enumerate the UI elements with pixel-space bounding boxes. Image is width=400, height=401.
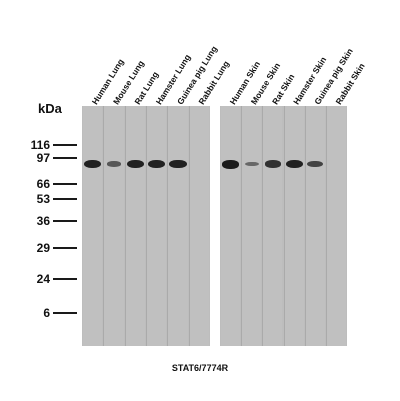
gel-panel-lung <box>82 106 210 346</box>
lane-rat-lung <box>125 106 145 346</box>
band-human-lung <box>84 159 102 169</box>
lane-guinea-pig-lung <box>168 106 188 346</box>
band-guinea-pig-lung <box>169 159 187 169</box>
marker-label-116: 116 <box>30 138 50 152</box>
lane-hamster-skin <box>284 106 304 346</box>
marker-tick-66 <box>53 183 77 185</box>
lane-separator <box>103 106 105 346</box>
marker-label-66: 66 <box>36 177 50 191</box>
marker-label-6: 6 <box>43 306 50 320</box>
band-mouse-skin <box>244 161 259 167</box>
band-human-skin <box>222 159 240 169</box>
lane-mouse-lung <box>104 106 124 346</box>
lane-separator <box>167 106 169 346</box>
gel-panel-skin <box>220 106 347 346</box>
lane-rat-skin <box>263 106 283 346</box>
lane-separator <box>325 106 327 346</box>
lane-separator <box>241 106 243 346</box>
lane-separator <box>146 106 147 346</box>
lane-human-lung <box>83 106 103 346</box>
marker-tick-6 <box>53 312 77 314</box>
marker-label-29: 29 <box>36 241 50 255</box>
antibody-caption: STAT6/7774R <box>171 363 229 373</box>
lane-separator <box>283 106 285 346</box>
lane-rabbit-lung <box>189 106 209 346</box>
marker-label-53: 53 <box>36 192 50 206</box>
marker-tick-97 <box>53 157 77 159</box>
lane-mouse-skin <box>242 106 262 346</box>
lane-rabbit-skin <box>326 106 346 346</box>
marker-tick-53 <box>53 198 77 200</box>
marker-tick-36 <box>53 220 77 222</box>
lane-hamster-lung <box>147 106 167 346</box>
lane-separator <box>304 106 306 346</box>
kda-unit-label: kDa <box>38 101 62 116</box>
lane-separator <box>262 106 264 346</box>
band-hamster-lung <box>148 159 166 169</box>
marker-tick-116 <box>53 144 77 146</box>
lane-separator <box>124 106 126 346</box>
marker-tick-24 <box>53 278 77 280</box>
lane-separator <box>188 106 190 346</box>
marker-tick-29 <box>53 247 77 249</box>
lane-human-skin <box>221 106 241 346</box>
lane-guinea-pig-skin <box>305 106 325 346</box>
marker-label-24: 24 <box>36 272 50 286</box>
band-hamster-skin <box>285 159 303 169</box>
marker-label-36: 36 <box>36 214 50 228</box>
marker-label-97: 97 <box>36 151 50 165</box>
band-rat-skin <box>264 160 282 168</box>
band-rat-lung <box>126 159 144 169</box>
band-guinea-pig-skin <box>307 160 324 168</box>
band-mouse-lung <box>106 161 122 167</box>
